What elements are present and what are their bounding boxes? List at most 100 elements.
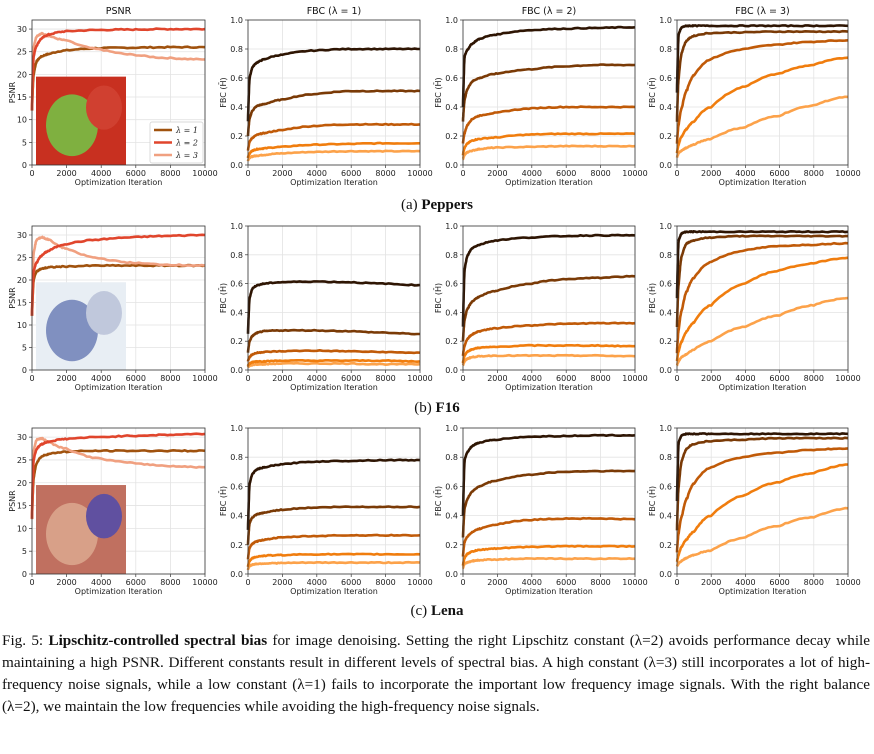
y-tick-label: 0.2 — [445, 132, 458, 141]
x-tick-label: 10000 — [835, 578, 860, 587]
plot-area — [248, 226, 420, 370]
series-line — [246, 458, 421, 530]
chart-panel: 0 2000 4000 6000 8000 10000 0.0 0.2 0.4 0.6 0.8 1.0… — [218, 424, 433, 596]
y-tick-label: 0.0 — [445, 161, 458, 170]
x-tick-label: 0 — [245, 578, 250, 587]
inset-shape — [86, 85, 122, 130]
x-tick-label: 8000 — [590, 578, 610, 587]
x-tick-label: 2000 — [487, 169, 507, 178]
plot-frame — [247, 19, 421, 166]
plot-area — [248, 428, 420, 574]
y-tick-label: 0.4 — [230, 512, 243, 521]
y-tick-label: 0.8 — [659, 453, 672, 462]
x-tick-label: 6000 — [126, 578, 146, 587]
x-tick-label: 8000 — [375, 578, 395, 587]
series-line — [675, 432, 849, 502]
y-tick-label: 15 — [17, 93, 27, 102]
x-tick-label: 4000 — [91, 374, 111, 383]
x-tick-label: 6000 — [769, 169, 789, 178]
peppers-image — [36, 76, 126, 165]
plot-frame — [462, 427, 636, 575]
y-tick-label: 0 — [22, 366, 27, 375]
x-tick-label: 8000 — [160, 374, 180, 383]
y-axis-label: FBC (H̄) — [433, 486, 443, 516]
y-tick-label: 10 — [17, 321, 27, 330]
x-tick-label: 8000 — [160, 578, 180, 587]
y-tick-label: 0.8 — [659, 251, 672, 260]
x-tick-label: 0 — [674, 374, 679, 383]
series-line — [461, 105, 636, 144]
y-tick-label: 0.4 — [230, 103, 243, 112]
x-tick-label: 6000 — [126, 374, 146, 383]
series-line — [461, 544, 636, 566]
x-tick-label: 6000 — [126, 169, 146, 178]
y-tick-label: 0.6 — [230, 280, 243, 289]
x-tick-label: 2000 — [272, 578, 292, 587]
series-line — [30, 448, 206, 520]
plot-area — [677, 428, 848, 574]
y-tick-label: 0.0 — [659, 366, 672, 375]
chart-title: FBC (λ = 3) — [735, 6, 790, 17]
y-tick-label: 15 — [17, 502, 27, 511]
y-tick-label: 0.0 — [445, 570, 458, 579]
x-tick-label: 4000 — [307, 578, 327, 587]
y-axis-label: PSNR — [8, 287, 17, 309]
y-tick-label: 0.0 — [445, 366, 458, 375]
y-tick-label: 1.0 — [230, 16, 243, 25]
y-tick-label: 0 — [22, 570, 27, 579]
x-tick-label: 2000 — [56, 169, 76, 178]
y-tick-label: 0.2 — [230, 337, 243, 346]
y-axis-label: PSNR — [8, 81, 17, 103]
y-tick-label: 0.4 — [230, 308, 243, 317]
chart-title: FBC (λ = 2) — [522, 6, 577, 17]
subcaption-name: F16 — [435, 400, 460, 416]
series-line — [461, 274, 636, 342]
x-tick-label: 10000 — [622, 169, 647, 178]
plot-frame — [31, 225, 206, 371]
series-line — [246, 505, 421, 545]
x-tick-label: 4000 — [91, 169, 111, 178]
y-tick-label: 5 — [22, 344, 27, 353]
y-axis-label: FBC (H̄) — [647, 77, 657, 107]
figure-panels: 0 2000 4000 6000 8000 10000051015202530PSNROp… — [8, 6, 861, 596]
series-line — [246, 89, 421, 137]
x-tick-label: 10000 — [835, 169, 860, 178]
series-line — [461, 343, 635, 364]
subcaption-a: (a) Peppers — [0, 197, 874, 214]
subcaption-label: (a) — [400, 197, 418, 213]
y-tick-label: 0.0 — [659, 570, 672, 579]
x-tick-label: 8000 — [160, 169, 180, 178]
inset-shape — [86, 493, 122, 539]
figure-caption: Fig. 5: Lipschitz-controlled spectral bi… — [2, 630, 870, 718]
y-tick-label: 25 — [17, 456, 27, 465]
x-tick-label: 8000 — [375, 169, 395, 178]
series-line — [675, 39, 849, 144]
series-line — [246, 533, 421, 560]
y-tick-label: 5 — [22, 547, 27, 556]
x-axis-label: Optimization Iteration — [719, 383, 807, 392]
series-line — [461, 469, 635, 538]
y-tick-label: 0.4 — [659, 103, 672, 112]
x-axis-label: Optimization Iteration — [75, 587, 163, 596]
x-tick-label: 2000 — [56, 578, 76, 587]
inset-shape — [46, 299, 98, 362]
plot-frame — [676, 427, 849, 575]
plot-area — [463, 428, 635, 574]
y-tick-label: 1.0 — [230, 222, 243, 231]
chart-panel: 0 2000 4000 6000 8000 10000 0.0 0.2 0.4 0.6 0.8 1.0… — [433, 222, 648, 392]
chart-panel: 0 2000 4000 6000 8000 10000 0 5 10 15 20 25 30 Optimi… — [8, 427, 218, 596]
x-tick-label: 0 — [674, 578, 679, 587]
y-tick-label: 0.4 — [445, 308, 458, 317]
y-tick-label: 0.8 — [659, 45, 672, 54]
x-tick-label: 10000 — [835, 374, 860, 383]
plot-frame — [462, 225, 636, 371]
y-tick-label: 0.6 — [659, 482, 672, 491]
plot-frame — [31, 427, 206, 575]
y-tick-label: 0.0 — [230, 366, 243, 375]
y-tick-label: 10 — [17, 524, 27, 533]
inset-shape — [86, 291, 122, 335]
y-tick-label: 0.6 — [445, 74, 458, 83]
y-tick-label: 0 — [22, 161, 27, 170]
x-tick-label: 6000 — [341, 169, 361, 178]
series-line — [30, 233, 206, 316]
